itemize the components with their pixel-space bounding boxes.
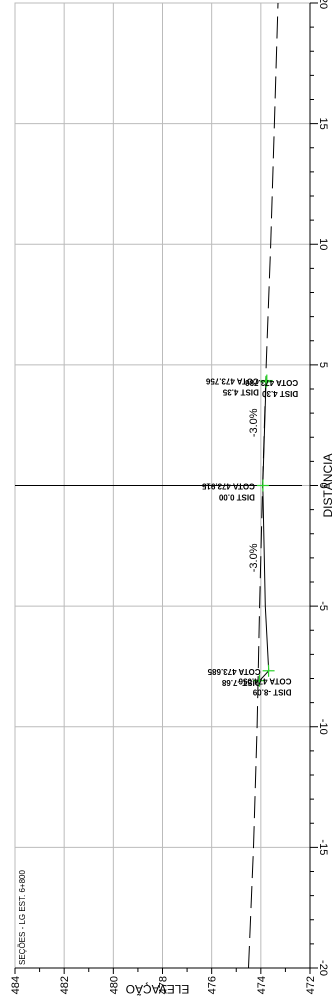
elevation-tick-label: 478 <box>158 976 170 994</box>
cota-label: COTA 474.056 <box>238 677 291 686</box>
distance-tick-label: -10 <box>317 719 329 735</box>
dist-label: DIST 0.00 <box>218 493 255 502</box>
dist-label: DIST 4.35 <box>222 388 259 397</box>
distance-tick-label: 10 <box>317 238 329 250</box>
axis-labels: -20 -15 -10 -5 0 5 10 15 20 472 474 476 478 480 482 484… <box>10 0 335 996</box>
elevation-tick-label: 476 <box>207 976 219 994</box>
distance-tick-label: -5 <box>317 601 329 611</box>
cota-label: COTA 473.756 <box>205 377 258 386</box>
distance-tick-label: 5 <box>317 362 329 368</box>
distance-tick-label: -20 <box>317 960 329 976</box>
grade-label: -3.0% <box>248 543 260 572</box>
distance-tick-label: 0 <box>317 482 329 488</box>
cota-label: COTA 473.786 <box>245 378 298 387</box>
distance-tick-label: 15 <box>317 118 329 130</box>
elevation-axis-title: ELEVAÇÃO <box>126 982 190 996</box>
dist-label: DIST 4.30 <box>262 389 299 398</box>
distance-tick-label: -15 <box>317 839 329 855</box>
cota-label: COTA 473.915 <box>201 482 254 491</box>
elevation-tick-label: 484 <box>10 976 22 994</box>
cota-label: COTA 473.685 <box>207 667 260 676</box>
annotations: -3.0% -3.0% COTA 473.915 DIST 0.00 COTA 473.… <box>201 374 299 697</box>
grade-label: -3.0% <box>248 408 260 437</box>
elevation-tick-label: 472 <box>305 976 317 994</box>
chart-title: SEÇÕES - LG EST. 6+800 <box>18 870 27 965</box>
elevation-tick-label: 474 <box>256 976 268 994</box>
elevation-tick-label: 480 <box>108 976 120 994</box>
axes <box>14 2 318 974</box>
distance-tick-label: 20 <box>317 0 329 9</box>
distance-axis-title: DISTÂNCIA <box>320 453 335 517</box>
dist-label: DIST -8.09 <box>252 688 291 697</box>
elevation-tick-label: 482 <box>59 976 71 994</box>
dist-label: DIST -7.68 <box>221 678 260 687</box>
